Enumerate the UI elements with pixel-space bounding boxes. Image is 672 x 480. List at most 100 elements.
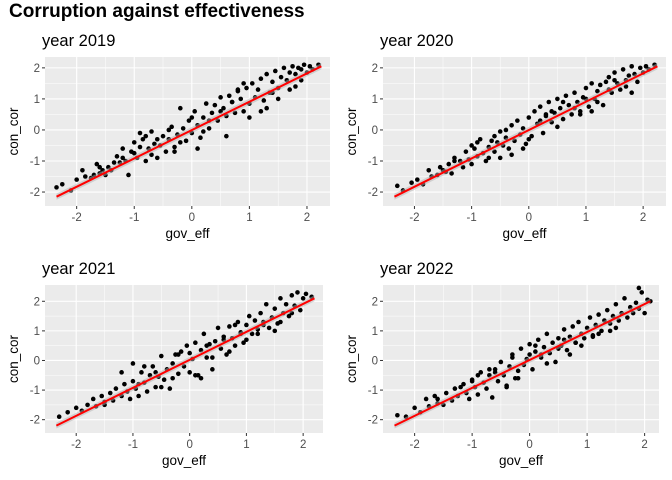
x-tick-label: -1 [129,212,139,224]
data-point [595,99,600,105]
data-point [224,133,229,139]
data-point [244,322,249,328]
main-title: Corruption against effectiveness [9,1,305,22]
panel-subtitle: year 2021 [42,260,115,278]
data-point [247,115,252,120]
data-point [497,155,503,161]
data-point [278,319,283,325]
data-point [560,99,566,105]
data-point [503,127,509,133]
data-point [612,77,617,83]
data-point [210,355,215,360]
data-point [606,74,612,80]
data-point [463,149,469,154]
data-point [189,115,195,120]
data-point [159,384,164,390]
data-point [497,129,503,134]
data-point [130,361,136,366]
data-point [540,130,546,136]
data-point [258,76,264,82]
data-point [201,129,206,134]
data-point [178,349,184,354]
data-point [180,126,186,131]
data-point [263,301,269,307]
data-point [533,343,538,348]
data-point [504,384,509,390]
data-point [249,81,255,86]
data-point [131,140,137,145]
data-point [65,409,70,415]
data-point [249,331,255,337]
data-point [526,136,532,142]
data-point [564,347,570,353]
data-point [232,343,238,348]
data-point [232,322,238,328]
data-point [637,65,643,71]
data-point [270,79,275,85]
x-tick-label: 0 [526,212,532,224]
data-point [563,93,569,99]
data-point [275,96,281,102]
data-point [97,164,102,170]
x-tick-label: 2 [304,212,310,224]
data-point [604,307,610,313]
data-point [622,296,627,301]
data-point [59,181,65,187]
data-point [509,122,514,128]
data-point [198,375,204,381]
data-point [120,146,126,151]
data-point [212,102,218,108]
data-point [553,359,558,365]
data-point [144,389,150,394]
data-point [423,396,429,402]
data-point [596,312,601,317]
data-point [73,405,79,411]
data-point [192,109,197,114]
x-axis-label: gov_eff [499,453,543,468]
chart-panel: -2 -1 0 1 2 -2 -1 0 1 2 year 2021 gov_eff con_cor [6,260,323,468]
data-point [272,328,278,334]
data-point [137,130,143,136]
data-point [255,331,261,337]
data-point [557,105,563,111]
data-point [187,350,192,356]
data-point [203,101,209,106]
data-point [206,126,212,131]
data-point [264,105,269,111]
data-point [261,98,267,103]
data-point [515,368,521,374]
data-point [629,90,634,95]
data-point [487,367,492,372]
data-point [599,328,604,334]
data-point [607,328,613,334]
data-point [224,352,229,357]
data-point [617,87,623,92]
data-point [587,315,593,320]
data-point [466,396,472,402]
x-axis-label: gov_eff [165,226,209,241]
data-point [227,349,232,354]
data-point [576,319,581,325]
x-tick-label: 2 [641,439,647,451]
data-point [201,115,206,120]
x-tick-label: -2 [410,439,420,451]
data-point [264,71,269,77]
data-point [572,90,577,95]
data-point [170,375,175,381]
data-point [246,313,252,319]
data-point [178,140,183,145]
data-point [492,133,497,139]
data-point [489,395,495,400]
y-tick-label: -1 [30,156,40,168]
y-tick-label: -2 [368,415,378,427]
x-tick-label: -2 [409,212,419,224]
data-point [550,340,555,346]
data-point [546,99,552,105]
x-tick-label: 1 [583,212,589,224]
data-point [201,331,207,337]
data-point [443,390,449,396]
x-tick-label: 0 [526,439,532,451]
data-point [475,140,480,145]
data-point [278,296,283,301]
data-point [549,109,554,114]
